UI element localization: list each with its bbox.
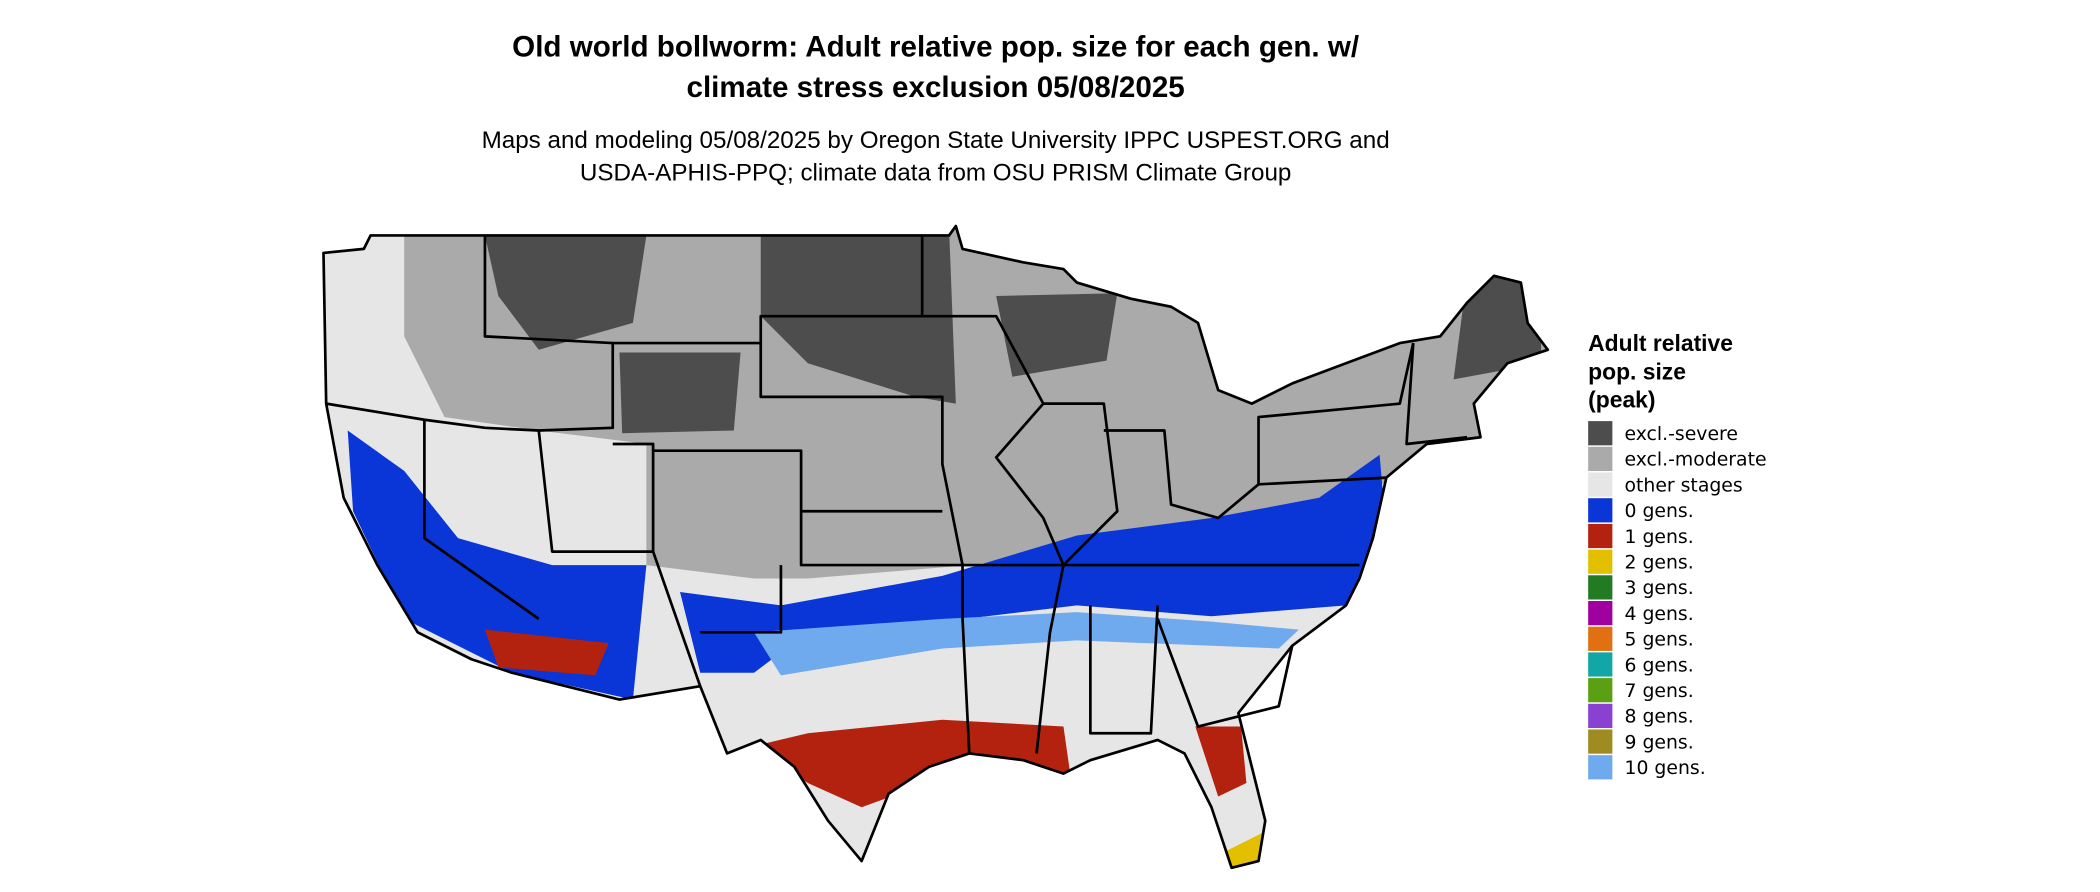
legend-label: 2 gens.	[1624, 553, 1693, 574]
legend-swatch	[1588, 575, 1613, 600]
region	[484, 235, 647, 350]
legend-title-line: Adult relative	[1588, 330, 1733, 356]
state-line	[1258, 476, 1387, 486]
region	[619, 352, 741, 434]
legend-swatch	[1588, 729, 1613, 754]
legend-label: 5 gens.	[1624, 630, 1693, 651]
legend-label: 0 gens.	[1624, 501, 1693, 522]
state-line	[423, 419, 540, 620]
legend-swatch	[1588, 626, 1613, 651]
legend-label: excl.-moderate	[1624, 450, 1766, 471]
legend-swatch	[1588, 755, 1613, 780]
legend-title-line: (peak)	[1588, 387, 1655, 413]
legend-label: 1 gens.	[1624, 527, 1693, 548]
region	[347, 430, 647, 700]
legend-swatch	[1588, 549, 1613, 574]
region	[1195, 726, 1247, 797]
region	[751, 719, 1071, 808]
legend-swatch	[1588, 446, 1613, 472]
legend-swatch	[1588, 498, 1613, 523]
state-line	[759, 343, 964, 566]
legend-swatch	[1588, 472, 1613, 497]
region	[996, 293, 1118, 377]
state-line	[653, 449, 971, 754]
legend-label: 8 gens.	[1624, 707, 1693, 728]
legend-label: 10 gens.	[1624, 758, 1705, 779]
legend-swatch	[1588, 652, 1613, 677]
region	[484, 629, 609, 676]
region	[1453, 275, 1542, 380]
state-line	[994, 402, 1065, 566]
legend-label: other stages	[1624, 475, 1742, 496]
state-line	[483, 235, 613, 345]
legend-label: 7 gens.	[1624, 681, 1693, 702]
us-outline	[322, 224, 1550, 870]
legend-label: excl.-severe	[1624, 424, 1737, 445]
legend-swatch	[1588, 421, 1613, 446]
legend-label: 3 gens.	[1624, 578, 1693, 599]
legend-swatch	[1588, 600, 1613, 626]
region	[754, 612, 1299, 676]
legend-label: 4 gens.	[1624, 604, 1693, 625]
state-line	[1103, 342, 1415, 520]
subtitle-line: USDA-APHIS-PPQ; climate data from OSU PR…	[580, 159, 1291, 186]
legend-swatch	[1588, 703, 1613, 728]
state-line	[1405, 342, 1468, 446]
state-line	[700, 565, 783, 634]
subtitle-line: Maps and modeling 05/08/2025 by Oregon S…	[482, 127, 1390, 154]
legend-title-line: pop. size	[1588, 358, 1686, 384]
legend-label: 9 gens.	[1624, 732, 1693, 753]
legend-label: 6 gens.	[1624, 655, 1693, 676]
state-line	[325, 235, 924, 432]
region	[1218, 831, 1266, 868]
title-line: climate stress exclusion 05/08/2025	[687, 71, 1185, 104]
title-line: Old world bollworm: Adult relative pop. …	[512, 31, 1359, 64]
state-line	[651, 551, 702, 687]
state-line	[922, 314, 1119, 754]
state-line	[1089, 605, 1159, 735]
legend-swatch	[1588, 523, 1613, 549]
legend-swatch	[1588, 678, 1613, 703]
